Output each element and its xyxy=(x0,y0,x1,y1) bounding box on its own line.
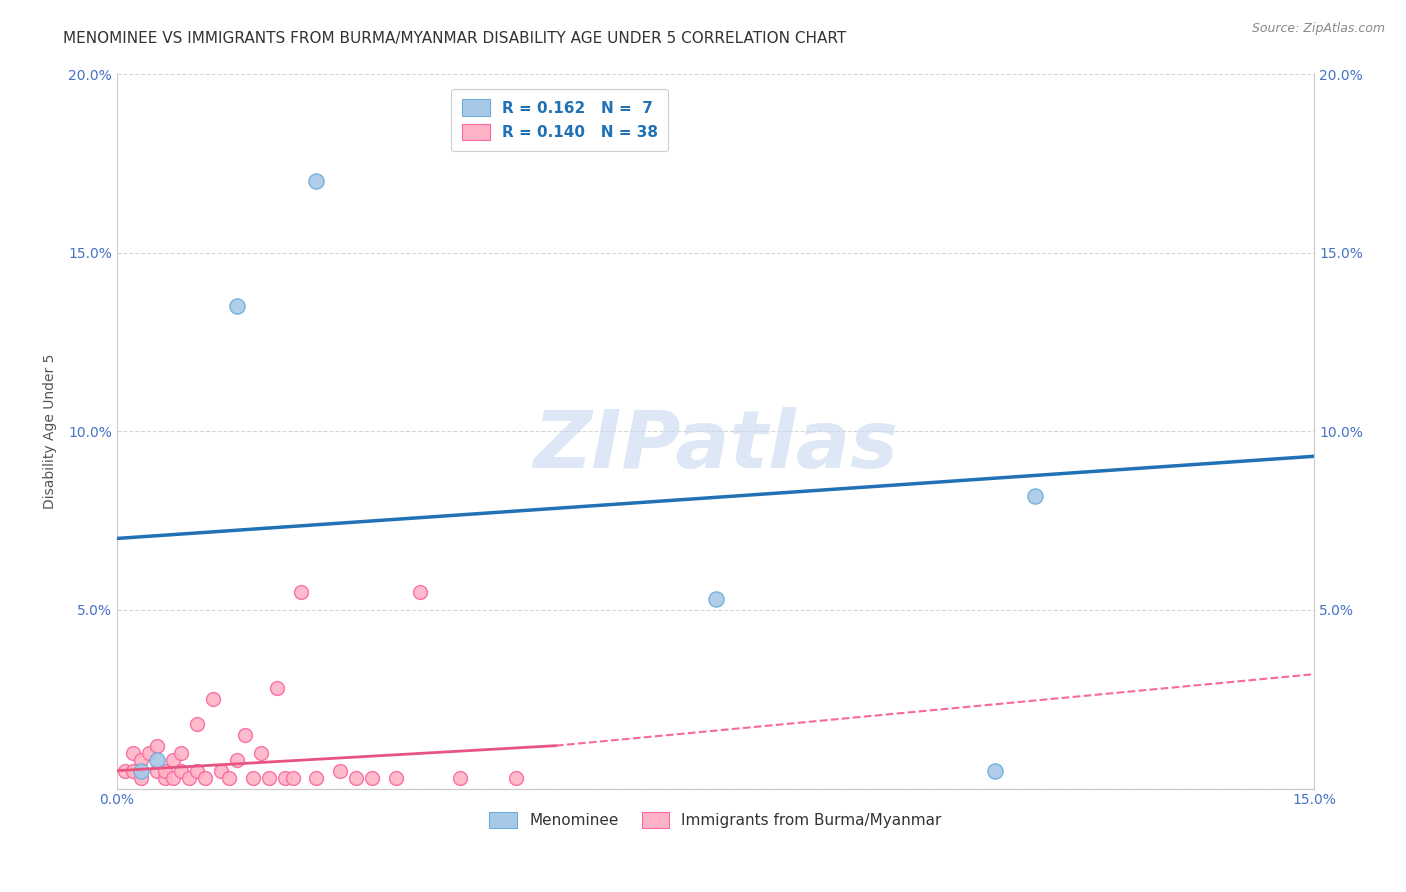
Point xyxy=(225,753,247,767)
Point xyxy=(385,771,408,785)
Point xyxy=(290,585,312,599)
Point xyxy=(249,746,271,760)
Point xyxy=(122,764,145,778)
Point xyxy=(225,299,247,313)
Point xyxy=(209,764,232,778)
Point xyxy=(305,771,328,785)
Point xyxy=(153,771,176,785)
Point xyxy=(218,771,240,785)
Point xyxy=(146,739,169,753)
Point xyxy=(177,771,200,785)
Point xyxy=(361,771,384,785)
Text: MENOMINEE VS IMMIGRANTS FROM BURMA/MYANMAR DISABILITY AGE UNDER 5 CORRELATION CH: MENOMINEE VS IMMIGRANTS FROM BURMA/MYANM… xyxy=(63,31,846,46)
Point xyxy=(114,764,136,778)
Point xyxy=(162,771,184,785)
Point xyxy=(242,771,264,785)
Point xyxy=(281,771,304,785)
Point xyxy=(186,717,208,731)
Point xyxy=(129,753,152,767)
Point xyxy=(153,764,176,778)
Text: ZIPatlas: ZIPatlas xyxy=(533,407,898,484)
Point xyxy=(266,681,288,696)
Text: Source: ZipAtlas.com: Source: ZipAtlas.com xyxy=(1251,22,1385,36)
Point xyxy=(505,771,527,785)
Point xyxy=(122,746,145,760)
Point xyxy=(129,771,152,785)
Point xyxy=(409,585,432,599)
Point xyxy=(162,753,184,767)
Point xyxy=(170,746,193,760)
Point xyxy=(146,753,169,767)
Point xyxy=(146,764,169,778)
Point xyxy=(305,174,328,188)
Point xyxy=(273,771,295,785)
Point xyxy=(201,692,224,706)
Point xyxy=(984,764,1007,778)
Point xyxy=(138,746,160,760)
Point xyxy=(329,764,352,778)
Point xyxy=(344,771,367,785)
Point xyxy=(1024,489,1046,503)
Point xyxy=(170,764,193,778)
Legend: Menominee, Immigrants from Burma/Myanmar: Menominee, Immigrants from Burma/Myanmar xyxy=(484,805,948,835)
Point xyxy=(449,771,471,785)
Point xyxy=(257,771,280,785)
Point xyxy=(186,764,208,778)
Point xyxy=(129,764,152,778)
Point xyxy=(233,728,256,742)
Point xyxy=(194,771,217,785)
Y-axis label: Disability Age Under 5: Disability Age Under 5 xyxy=(44,353,58,509)
Point xyxy=(704,592,727,607)
